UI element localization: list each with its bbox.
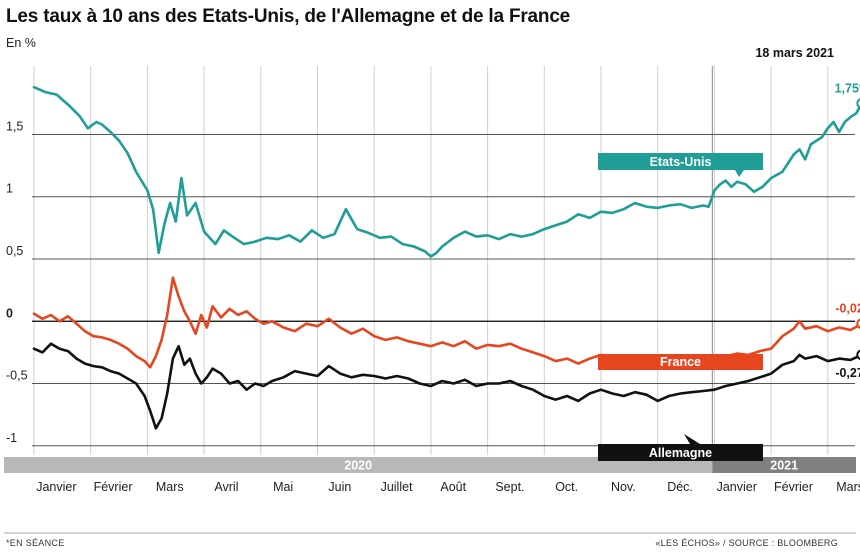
- source-credit: «LES ÉCHOS» / SOURCE : BLOOMBERG: [655, 538, 838, 548]
- y-tick-label: 1,5: [6, 119, 23, 133]
- series-end-marker-france: [856, 318, 860, 329]
- legend-label-germany: Allemagne: [649, 446, 712, 460]
- date-label: 18 mars 2021: [755, 46, 834, 60]
- x-tick-label: Mars: [836, 480, 860, 494]
- y-tick-label: 0,5: [6, 244, 23, 258]
- year-label-2021: 2021: [770, 459, 798, 473]
- x-tick-label: Avril: [214, 480, 238, 494]
- chart-subtitle: En %: [6, 36, 36, 50]
- series-line-us: [32, 85, 860, 258]
- legend-pointer-germany: [684, 434, 700, 444]
- x-tick-label: Juin: [328, 480, 351, 494]
- x-tick-label: Février: [94, 480, 133, 494]
- x-tick-label: Déc.: [667, 480, 693, 494]
- year-bar-2020: [4, 457, 713, 473]
- x-tick-label: Oct.: [555, 480, 578, 494]
- year-label-2020: 2020: [344, 459, 372, 473]
- x-tick-label: Janvier: [717, 480, 757, 494]
- x-tick-label: Août: [440, 480, 466, 494]
- series-line-germany: [32, 342, 860, 430]
- y-tick-label: -0,5: [6, 369, 28, 383]
- legend-box-us: [598, 153, 763, 170]
- legend-box-france: [598, 354, 763, 370]
- x-tick-label: Février: [774, 480, 813, 494]
- footnote-live: *EN SÉANCE: [6, 538, 65, 548]
- series-end-marker-us: [856, 98, 860, 109]
- series-end-label-us: 1,75*: [835, 81, 860, 95]
- series-end-marker-germany: [856, 349, 860, 361]
- y-tick-label: 1: [6, 182, 13, 196]
- x-tick-label: Janvier: [36, 480, 76, 494]
- series-line-france: [32, 276, 860, 369]
- legend-box-germany: [598, 444, 763, 461]
- x-tick-label: Mars: [156, 480, 184, 494]
- series-end-label-france: -0,02: [835, 302, 860, 316]
- y-tick-label: -1: [6, 431, 17, 445]
- series-end-label-germany: -0,27: [835, 366, 860, 380]
- y-tick-label: 0: [6, 306, 13, 320]
- x-tick-label: Juillet: [381, 480, 413, 494]
- legend-pointer-us: [735, 170, 744, 177]
- x-tick-label: Nov.: [611, 480, 636, 494]
- legend-label-france: France: [660, 355, 701, 369]
- x-tick-label: Sept.: [495, 480, 524, 494]
- chart-title: Les taux à 10 ans des Etats-Unis, de l'A…: [6, 6, 571, 27]
- legend-label-us: Etats-Unis: [650, 155, 712, 169]
- x-tick-label: Mai: [273, 480, 293, 494]
